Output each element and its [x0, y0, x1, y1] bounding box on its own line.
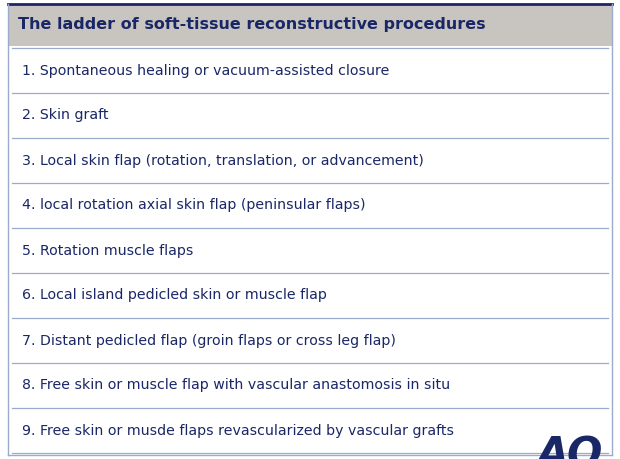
Text: 8. Free skin or muscle flap with vascular anastomosis in situ: 8. Free skin or muscle flap with vascula…	[22, 379, 450, 392]
Text: 6. Local island pedicled skin or muscle flap: 6. Local island pedicled skin or muscle …	[22, 289, 327, 302]
Text: 4. local rotation axial skin flap (peninsular flaps): 4. local rotation axial skin flap (penin…	[22, 198, 366, 213]
Text: The ladder of soft-tissue reconstructive procedures: The ladder of soft-tissue reconstructive…	[18, 17, 485, 33]
Bar	[8, 4, 612, 46]
Text: 3. Local skin flap (rotation, translation, or advancement): 3. Local skin flap (rotation, translatio…	[22, 153, 423, 168]
Text: AO: AO	[537, 435, 603, 459]
Text: 7. Distant pedicled flap (groin flaps or cross leg flap): 7. Distant pedicled flap (groin flaps or…	[22, 334, 396, 347]
Text: 5. Rotation muscle flaps: 5. Rotation muscle flaps	[22, 244, 193, 257]
Text: 2. Skin graft: 2. Skin graft	[22, 108, 108, 123]
Text: 9. Free skin or musde flaps revascularized by vascular grafts: 9. Free skin or musde flaps revasculariz…	[22, 424, 454, 437]
Text: 1. Spontaneous healing or vacuum-assisted closure: 1. Spontaneous healing or vacuum-assiste…	[22, 63, 389, 78]
